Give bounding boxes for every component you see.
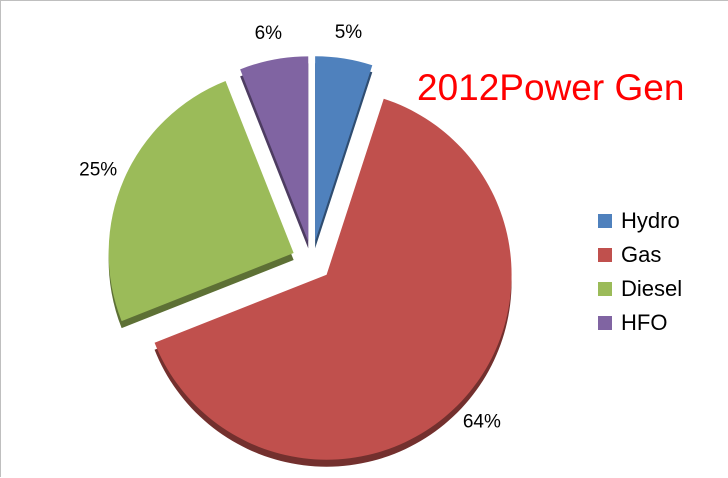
legend-label-hfo: HFO (621, 310, 668, 335)
pie-slice-hfo (240, 56, 309, 242)
legend-item-gas: Gas (598, 238, 682, 272)
legend-item-diesel: Diesel (598, 272, 682, 306)
pie-slice-gas (154, 98, 512, 460)
data-label-hydro: 5% (335, 22, 363, 43)
legend-label-gas: Gas (621, 242, 662, 267)
data-label-hfo: 6% (255, 23, 283, 44)
legend-swatch-hfo (598, 316, 612, 330)
data-label-gas: 64% (463, 411, 501, 432)
legend-item-hfo: HFO (598, 306, 682, 340)
chart-title: 2012Power Gen (417, 67, 685, 108)
legend-swatch-gas (598, 248, 612, 262)
legend-label-diesel: Diesel (621, 276, 683, 301)
pie-slice-hydro (315, 56, 373, 242)
pie-slice-diesel (108, 81, 294, 322)
legend-item-hydro: Hydro (598, 204, 682, 238)
data-label-diesel: 25% (79, 159, 117, 180)
legend-label-hydro: Hydro (621, 208, 680, 233)
legend-swatch-hydro (598, 214, 612, 228)
legend: Hydro Gas Diesel HFO (598, 204, 682, 340)
legend-swatch-diesel (598, 282, 612, 296)
